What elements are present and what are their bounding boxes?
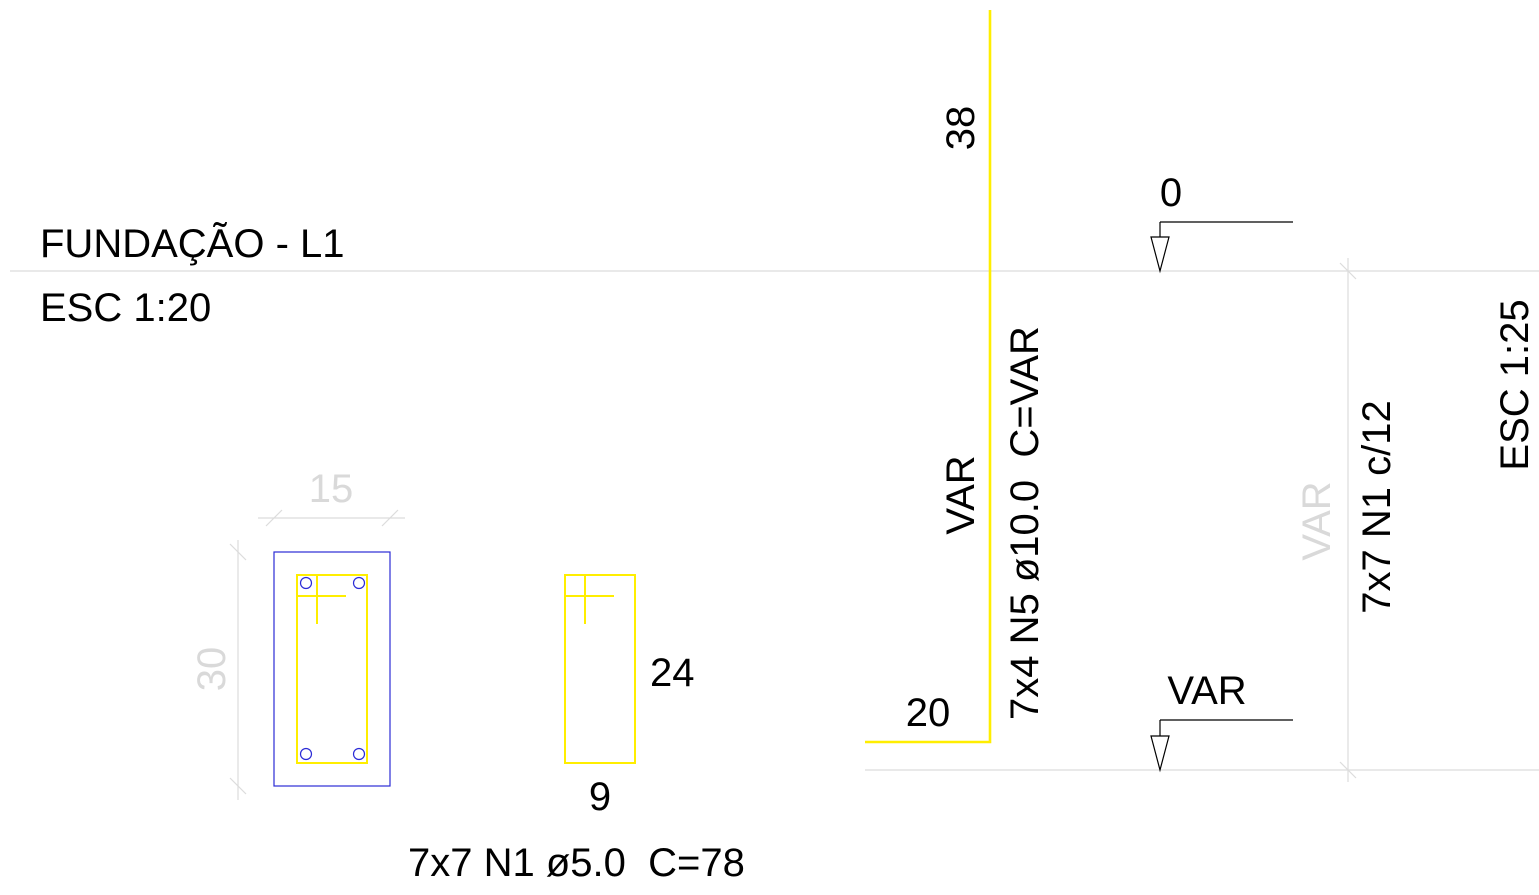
level-marker-bottom: VAR <box>1150 669 1293 773</box>
level-top-label: 0 <box>1160 171 1182 215</box>
bar-top-dim: 38 <box>939 106 983 151</box>
bar-var-dim: VAR <box>939 455 983 534</box>
span-dimension-tick-bottom <box>1339 761 1357 779</box>
height-dimension-tick-bottom <box>229 777 247 795</box>
level-arrow-bottom <box>1150 735 1170 773</box>
width-dimension-tick-right <box>381 509 399 527</box>
stirrup-shape <box>564 574 636 764</box>
cross-section: 15 30 <box>190 467 405 800</box>
section-stirrup <box>296 574 368 764</box>
rebar-bottom-right <box>352 747 366 761</box>
level-marker-top: 0 <box>1150 171 1293 274</box>
rebar-top-right <box>352 576 366 590</box>
stirrup-width-dim: 9 <box>589 775 611 819</box>
section-width-dim: 15 <box>309 467 354 511</box>
elevation: 38 VAR 20 7x4 N5 ø10.0 C=VAR 0 VAR VAR 7… <box>865 10 1537 782</box>
stirrup-label: 7x7 N1 ø5.0 C=78 <box>408 841 745 885</box>
stirrup-height-dim: 24 <box>650 651 695 695</box>
level-bottom-label: VAR <box>1167 669 1246 713</box>
level-arrow-top <box>1150 236 1170 274</box>
bar-bottom-dim: 20 <box>906 691 951 735</box>
drawing-title: FUNDAÇÃO - L1 <box>40 221 345 266</box>
width-dimension-tick-left <box>265 509 283 527</box>
longitudinal-bar <box>865 10 992 744</box>
stirrup-detail: 24 9 7x7 N1 ø5.0 C=78 <box>408 574 745 885</box>
bar-label: 7x4 N5 ø10.0 C=VAR <box>1003 326 1047 720</box>
concrete-outline <box>273 551 391 787</box>
stirrup-spacing-label: 7x7 N1 c/12 <box>1355 400 1399 613</box>
span-dimension-tick-top <box>1339 262 1357 280</box>
span-dim: VAR <box>1295 481 1339 560</box>
elevation-scale: ESC 1:25 <box>1493 299 1537 470</box>
rebar-bottom-left <box>299 747 313 761</box>
rebar-top-left <box>299 576 313 590</box>
drawing-scale: ESC 1:20 <box>40 286 211 330</box>
section-height-dim: 30 <box>190 647 234 692</box>
height-dimension-tick-top <box>229 543 247 561</box>
